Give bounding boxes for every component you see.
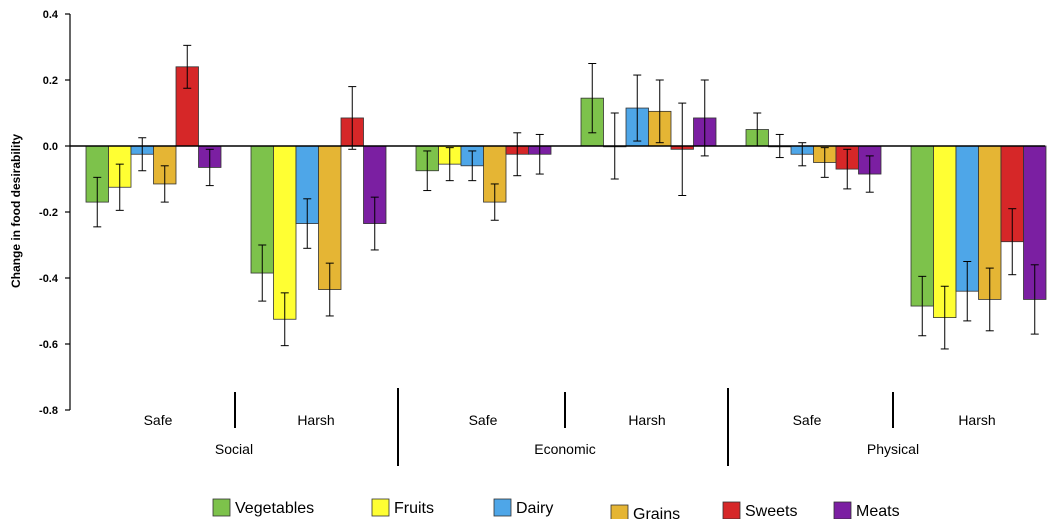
legend-label-fruits: Fruits [394, 500, 434, 517]
legend-label-dairy: Dairy [516, 500, 553, 517]
y-tick-label: -0.8 [39, 405, 58, 417]
y-tick-label: 0.4 [43, 9, 59, 21]
condition-label: Safe [793, 412, 822, 428]
y-tick-label: 0.0 [43, 141, 58, 153]
domain-label: Social [215, 441, 253, 457]
y-tick-label: 0.2 [43, 75, 58, 87]
legend-swatch-vegetables [212, 498, 231, 517]
y-tick-label: -0.6 [39, 339, 58, 351]
condition-label: Safe [144, 412, 173, 428]
legend-label-sweets: Sweets [745, 503, 797, 519]
condition-label: Harsh [297, 412, 334, 428]
legend-swatch-grains [610, 504, 629, 523]
condition-label: Harsh [958, 412, 995, 428]
legend-label-grains: Grains [633, 506, 680, 519]
legend-swatch-dairy [493, 498, 512, 517]
legend-swatch-fruits [371, 498, 390, 517]
condition-label: Safe [469, 412, 498, 428]
y-tick-label: -0.4 [39, 273, 59, 285]
legend-label-vegetables: Vegetables [235, 500, 314, 517]
legend-label-meats: Meats [856, 503, 900, 519]
domain-label: Physical [867, 441, 919, 457]
domain-label: Economic [534, 441, 595, 457]
legend-swatch-meats [833, 501, 852, 520]
y-axis-label: Change in food desirability [9, 134, 23, 288]
condition-label: Harsh [628, 412, 665, 428]
y-tick-label: -0.2 [39, 207, 58, 219]
legend-swatch-sweets [722, 501, 741, 520]
